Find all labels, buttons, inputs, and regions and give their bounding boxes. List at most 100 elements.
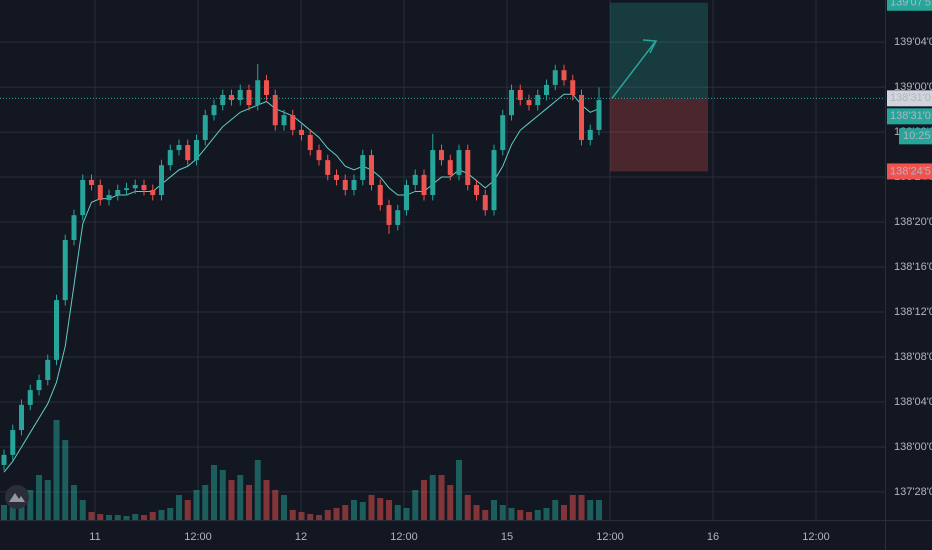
candle-body <box>124 188 129 191</box>
volume-bar <box>333 508 340 520</box>
target-price-tag: 139'07'5 <box>890 0 931 9</box>
y-tick-label: 139'00'0 <box>894 81 932 93</box>
candle-body <box>97 184 103 201</box>
y-tick-label: 138'20'0 <box>894 216 932 228</box>
candle-body <box>237 89 243 101</box>
candle-body <box>412 174 418 185</box>
candle-body <box>150 190 156 196</box>
candle-body <box>517 89 523 101</box>
candle-body <box>80 179 86 216</box>
volume-bar <box>246 485 252 520</box>
candle-body <box>115 190 121 196</box>
volume-bar <box>359 502 366 520</box>
volume-bar <box>193 490 200 520</box>
volume-bar <box>237 475 244 520</box>
volume-bar <box>53 420 60 520</box>
x-tick-label: 12:00 <box>184 531 212 543</box>
volume-bar <box>62 440 69 520</box>
volume-bar <box>447 485 454 520</box>
candle-body <box>36 380 42 391</box>
volume-bar <box>184 500 191 520</box>
candle-body <box>141 184 147 191</box>
candle-body <box>596 100 602 130</box>
volume-bar <box>9 500 16 520</box>
volume-bar <box>219 470 226 520</box>
position-arrow-head <box>642 39 658 54</box>
candle-body <box>211 105 217 116</box>
y-tick-label: 138'08'0 <box>894 351 932 363</box>
stop-price-tag-bg <box>887 163 932 180</box>
volume-bar <box>36 475 42 520</box>
volume-bar <box>263 480 270 520</box>
volume-bar <box>1 505 7 520</box>
volume-bar <box>534 510 541 520</box>
volume-bar <box>368 495 375 520</box>
candle-body <box>54 300 59 360</box>
candle-body <box>264 80 269 96</box>
profit-zone <box>610 2 708 99</box>
y-tick-label: 138'04'0 <box>894 396 932 408</box>
volume-bar <box>281 495 287 520</box>
volume-bar <box>473 505 480 520</box>
volume-bar <box>114 515 121 520</box>
candle-body <box>334 174 339 180</box>
volume-bar <box>176 495 182 520</box>
volume-bar <box>578 495 585 520</box>
candle-body <box>202 115 208 140</box>
volume-bar <box>386 500 392 520</box>
candle-body <box>447 160 453 175</box>
volume-bar <box>543 508 550 520</box>
x-tick-label: 15 <box>501 531 513 543</box>
y-tick-label: 139'04'0 <box>894 36 932 48</box>
volume-bar <box>438 475 445 520</box>
volume-bar <box>596 500 602 520</box>
logo-mark <box>9 493 25 502</box>
volume-bar <box>106 515 112 520</box>
candle-body <box>579 95 584 140</box>
candle-body <box>509 89 514 116</box>
volume-bar <box>298 512 305 520</box>
y-tick-label: 137'28'0 <box>894 486 932 498</box>
candle-body <box>421 174 427 196</box>
candle-body <box>299 129 304 135</box>
candle-body <box>45 359 51 381</box>
volume-bar <box>508 508 515 520</box>
candle-body <box>587 129 593 140</box>
x-tick-label: 12:00 <box>596 531 624 543</box>
volume-bar <box>97 514 104 520</box>
candle-body <box>561 70 567 81</box>
candle-body <box>456 150 462 175</box>
volume-bar <box>167 508 174 520</box>
candle-body <box>185 145 191 161</box>
candle-body <box>526 100 532 106</box>
candle-body <box>325 160 331 175</box>
volume-bar <box>211 465 217 520</box>
stop-price-tag: 138'24'5 <box>890 165 931 177</box>
candle-body <box>316 150 322 161</box>
volume-bar <box>27 490 34 520</box>
volume-bar <box>526 512 532 520</box>
candle-body <box>544 84 549 96</box>
candle-body <box>272 95 278 126</box>
candle-body <box>194 139 199 161</box>
x-tick-label: 11 <box>89 531 100 543</box>
candle-body <box>106 195 112 201</box>
time-axis-bg <box>0 520 932 550</box>
entry-price-tag-bg <box>887 90 932 107</box>
volume-bar <box>289 510 296 520</box>
candle-body <box>570 80 576 96</box>
candle-body <box>159 165 164 196</box>
candle-body <box>176 145 182 151</box>
candle-body <box>307 134 313 151</box>
entry-price-tag: 138'31'0 <box>890 92 931 104</box>
candle-body <box>500 115 506 151</box>
candle-body <box>10 430 16 455</box>
candle-body <box>369 155 374 185</box>
volume-bar <box>141 515 147 520</box>
volume-bar <box>79 500 86 520</box>
candle-body <box>1 454 7 465</box>
volume-bar <box>307 514 314 520</box>
candle-body <box>89 179 94 185</box>
